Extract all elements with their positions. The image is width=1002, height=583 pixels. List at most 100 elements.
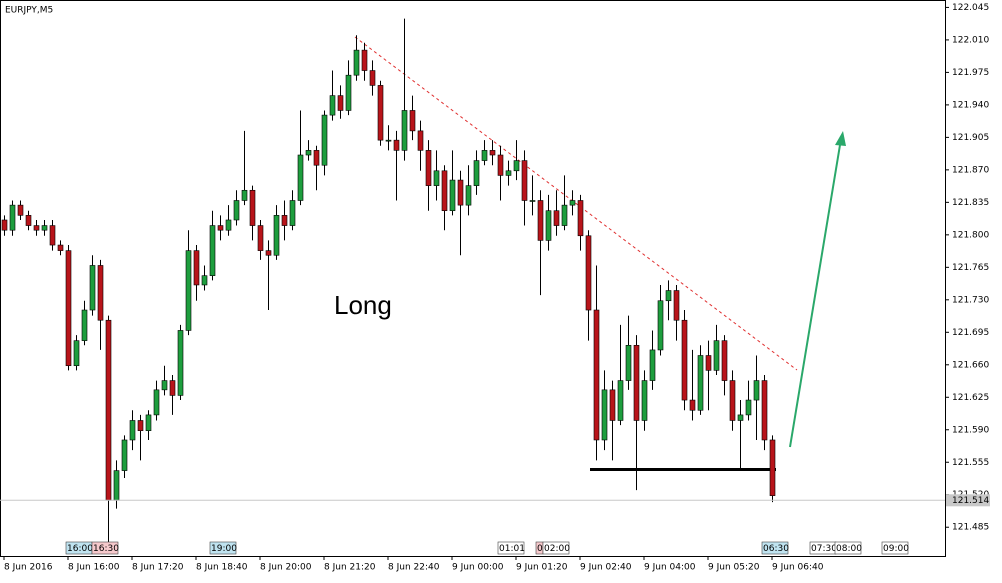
candle-body (601, 389, 608, 441)
candle-body (417, 130, 424, 151)
candle-body (641, 380, 648, 421)
last-price-label: 121.514 (952, 496, 989, 506)
y-tick-label: 121.940 (952, 100, 989, 110)
candle-body (145, 414, 152, 431)
candle-body (425, 150, 432, 186)
candle-body (713, 340, 720, 371)
candle-body (737, 414, 744, 421)
candle-body (257, 225, 264, 251)
candle-body (169, 380, 176, 396)
time-marker-box (761, 541, 789, 555)
y-tick-label: 121.730 (952, 295, 989, 305)
candle-body (481, 150, 488, 161)
candle-body (489, 150, 496, 156)
candle-body (649, 349, 656, 381)
candle-body (569, 200, 576, 206)
candle-body (769, 439, 776, 496)
y-tick-label: 121.625 (952, 393, 989, 403)
candle-body (473, 160, 480, 186)
time-marker-label: 06:30 (763, 544, 789, 554)
y-tick-label: 121.695 (952, 328, 989, 338)
candle-body (217, 225, 224, 231)
y-tick-label: 121.485 (952, 523, 989, 533)
y-tick-label: 121.905 (952, 133, 989, 143)
time-marker-label: 16:30 (93, 544, 119, 554)
candle-body (497, 154, 504, 176)
x-tick-label: 8 Jun 17:20 (132, 563, 184, 573)
x-tick-label: 8 Jun 20:00 (260, 563, 312, 573)
candle-body (585, 235, 592, 311)
annotation-text: Long (334, 290, 392, 320)
candle-body (57, 244, 64, 251)
candle-body (137, 420, 144, 431)
candle-body (233, 200, 240, 221)
trend-line (354, 36, 798, 371)
time-marker-box (209, 541, 237, 555)
candle-body (97, 265, 104, 321)
candle-body (729, 380, 736, 421)
candle-body (201, 275, 208, 286)
candle-body (305, 150, 312, 156)
candle-body (25, 215, 32, 226)
y-tick-label: 121.590 (952, 425, 989, 435)
candle-body (545, 210, 552, 241)
candle-body (33, 225, 40, 231)
arrow-head (835, 131, 846, 146)
candle-body (177, 330, 184, 396)
candle-body (337, 95, 344, 111)
candle-body (697, 355, 704, 411)
candle-body (617, 380, 624, 421)
candle-body (289, 200, 296, 226)
candle-body (513, 160, 520, 172)
candle-body (209, 225, 216, 276)
candle-body (761, 380, 768, 441)
time-marker-label: 19:00 (211, 544, 237, 554)
time-marker-label: 07:30 (811, 544, 837, 554)
candle-body (633, 344, 640, 421)
candle-body (433, 170, 440, 186)
time-marker-label: 01:01 (499, 544, 525, 554)
candle-body (409, 110, 416, 132)
candle-body (561, 204, 568, 226)
time-marker-label: 08:00 (836, 544, 862, 554)
candle-body (113, 470, 120, 501)
candle-body (1, 219, 8, 231)
last-price-box (946, 494, 990, 507)
candle-body (321, 114, 328, 166)
candle-body (689, 399, 696, 411)
y-tick-label: 122.045 (952, 3, 989, 13)
x-tick-label: 9 Jun 01:20 (516, 563, 568, 573)
y-tick-label: 121.660 (952, 360, 989, 370)
time-marker-label: 16:00 (67, 544, 93, 554)
candle-body (49, 225, 56, 246)
x-tick-label: 9 Jun 00:00 (452, 563, 504, 573)
x-tick-label: 9 Jun 05:20 (708, 563, 760, 573)
candle-body (273, 215, 280, 256)
symbol-title: EURJPY,M5 (5, 6, 53, 16)
candle-body (553, 210, 560, 226)
candle-body (369, 70, 376, 86)
y-tick-label: 121.555 (952, 458, 989, 468)
y-tick-label: 121.870 (952, 165, 989, 175)
plot-frame (0, 0, 946, 557)
candle-body (73, 340, 80, 367)
y-tick-label: 122.010 (952, 35, 989, 45)
x-tick-label: 8 Jun 16:00 (68, 563, 120, 573)
x-tick-label: 8 Jun 21:20 (324, 563, 376, 573)
candle-body (393, 139, 400, 151)
candle-body (281, 215, 288, 226)
time-marker-box (834, 541, 862, 555)
candle-body (673, 290, 680, 321)
candle-body (361, 49, 368, 71)
candle-body (353, 49, 360, 76)
time-marker-box (497, 541, 525, 555)
candle-body (665, 290, 672, 302)
time-marker-label: 0 (537, 544, 543, 554)
candle-body (297, 154, 304, 201)
candle-body (345, 74, 352, 111)
x-tick-label: 9 Jun 04:00 (644, 563, 696, 573)
time-marker-label: 02:00 (544, 544, 570, 554)
x-tick-label: 9 Jun 02:40 (580, 563, 632, 573)
